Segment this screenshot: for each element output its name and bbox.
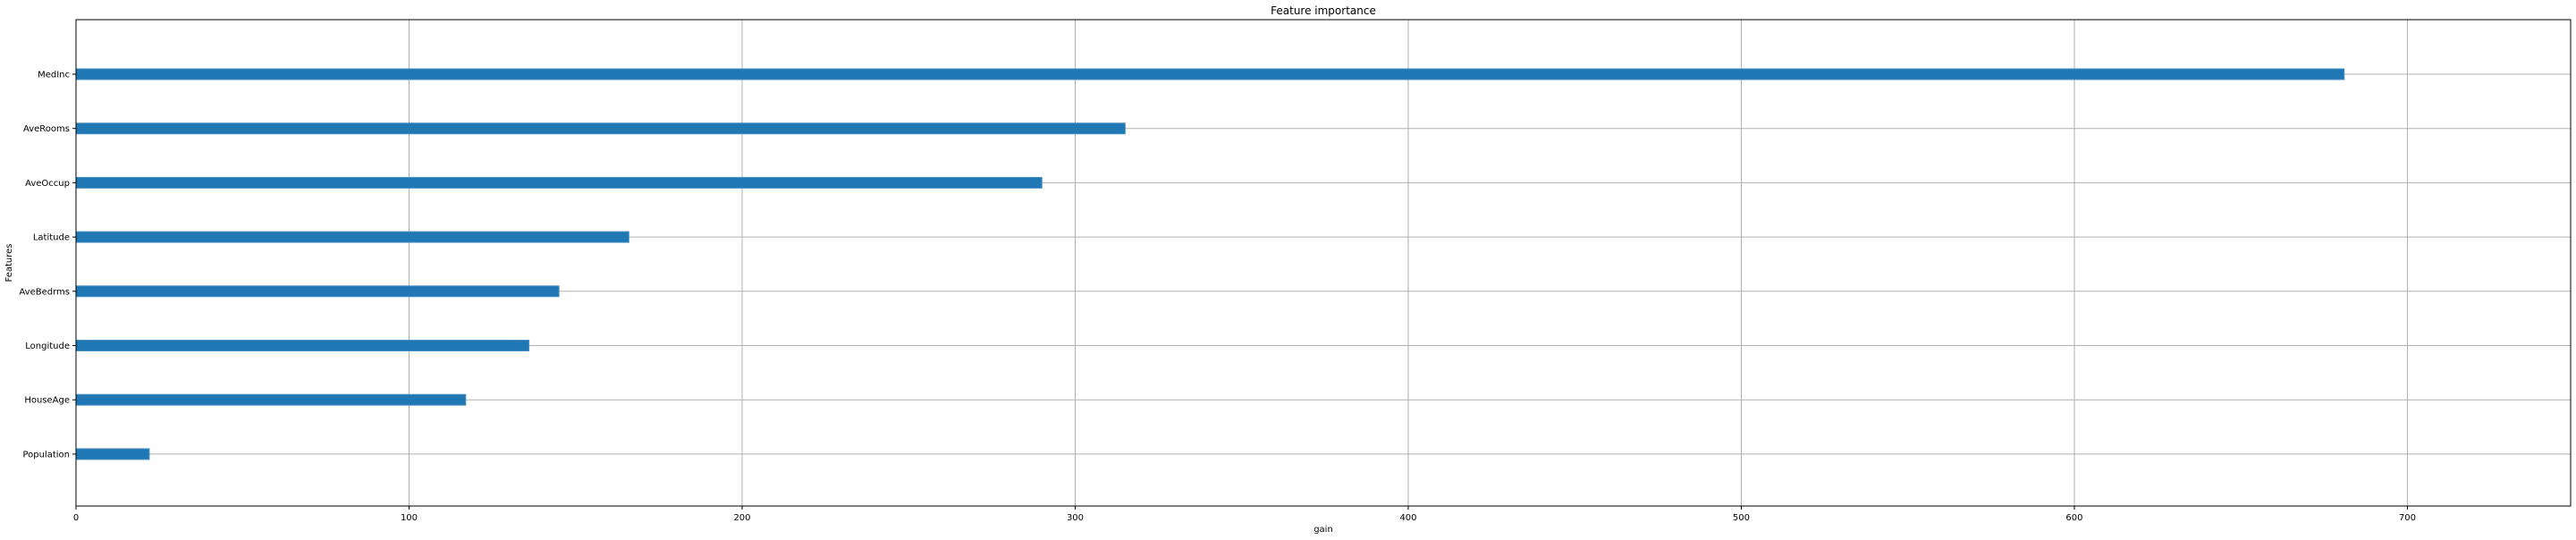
chart-title: Feature importance [1271, 4, 1376, 17]
x-tick-label: 400 [1399, 513, 1416, 523]
bar-latitude [75, 231, 629, 243]
x-tick-label: 600 [2065, 513, 2082, 523]
x-tick-labels: 0 100 200 300 400 500 600 700 [73, 506, 2416, 523]
y-tick-label: Longitude [25, 342, 70, 351]
bar-houseage [75, 393, 467, 406]
bar-averooms [75, 122, 1126, 135]
y-axis-label: Features [4, 244, 14, 283]
x-tick-label: 700 [2399, 513, 2416, 523]
x-tick-label: 0 [73, 513, 79, 523]
grid-lines [75, 20, 2571, 506]
bar-population [75, 448, 150, 460]
x-tick-label: 100 [401, 513, 418, 523]
plot-frame [75, 19, 2572, 507]
y-tick-label: AveRooms [23, 124, 70, 134]
x-axis-label: gain [1313, 525, 1333, 535]
x-tick-label: 500 [1733, 513, 1750, 523]
y-tick-label: Latitude [33, 233, 70, 243]
y-tick-label: HouseAge [24, 396, 70, 406]
x-tick-label: 200 [733, 513, 750, 523]
x-tick-label: 300 [1067, 513, 1084, 523]
y-tick-labels: MedInc AveRooms AveOccup Latitude AveBedrms L… [19, 71, 76, 460]
bar-aveoccup [75, 176, 1043, 189]
bars [75, 68, 2345, 460]
y-tick-label: Population [22, 450, 70, 460]
y-tick-label: AveBedrms [19, 287, 70, 297]
bar-medinc [75, 68, 2345, 80]
y-tick-label: AveOccup [25, 179, 70, 189]
bar-avebedrms [75, 285, 560, 298]
bar-longitude [75, 340, 530, 351]
y-tick-label: MedInc [38, 71, 70, 80]
